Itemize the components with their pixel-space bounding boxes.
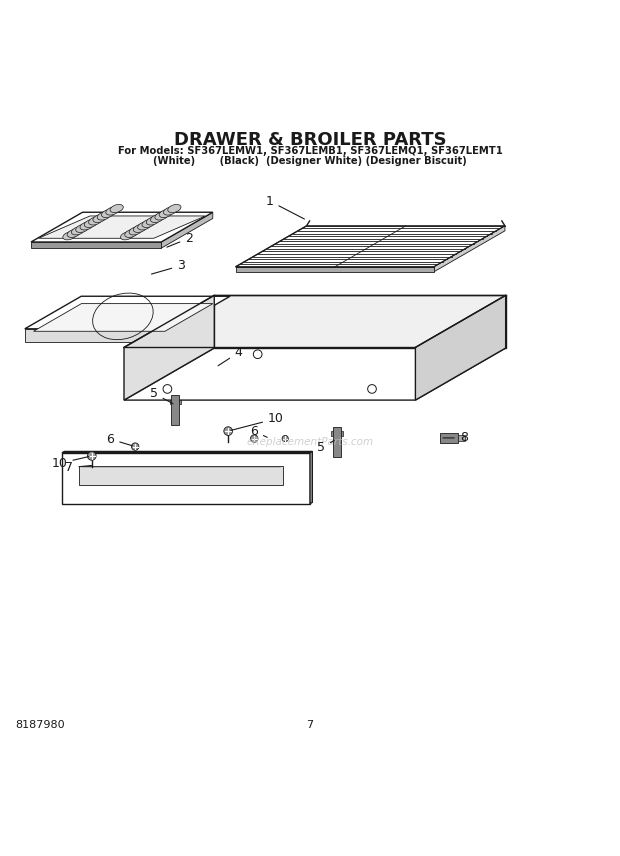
Ellipse shape	[155, 212, 168, 220]
Text: 10: 10	[51, 456, 89, 470]
Polygon shape	[62, 451, 312, 453]
Polygon shape	[25, 329, 174, 342]
Polygon shape	[124, 348, 506, 400]
Polygon shape	[38, 216, 205, 238]
Polygon shape	[25, 296, 230, 329]
Ellipse shape	[129, 227, 142, 235]
Polygon shape	[161, 212, 213, 248]
Polygon shape	[31, 212, 213, 242]
Polygon shape	[31, 242, 161, 248]
Ellipse shape	[63, 232, 76, 240]
Polygon shape	[215, 295, 506, 348]
Ellipse shape	[89, 217, 102, 225]
Polygon shape	[236, 267, 434, 271]
Text: 6: 6	[107, 432, 133, 446]
Ellipse shape	[125, 229, 138, 237]
Polygon shape	[124, 295, 215, 400]
Circle shape	[131, 443, 139, 450]
Text: 10: 10	[231, 413, 284, 431]
Circle shape	[368, 384, 376, 393]
Circle shape	[254, 350, 262, 359]
Ellipse shape	[93, 214, 106, 223]
Text: 2: 2	[167, 232, 193, 247]
Ellipse shape	[168, 205, 181, 212]
Polygon shape	[341, 431, 342, 436]
Circle shape	[163, 384, 172, 393]
Polygon shape	[171, 395, 180, 425]
Ellipse shape	[110, 205, 123, 212]
Polygon shape	[79, 466, 283, 484]
Ellipse shape	[164, 207, 177, 215]
Circle shape	[282, 436, 288, 442]
Text: (White)       (Black)  (Designer White) (Designer Biscuit): (White) (Black) (Designer White) (Design…	[153, 157, 467, 166]
Polygon shape	[434, 226, 505, 271]
Text: For Models: SF367LEMW1, SF367LEMB1, SF367LEMQ1, SF367LEMT1: For Models: SF367LEMW1, SF367LEMB1, SF36…	[118, 146, 502, 157]
Polygon shape	[62, 453, 310, 503]
Polygon shape	[169, 400, 171, 404]
Polygon shape	[310, 451, 312, 503]
Text: 6: 6	[250, 425, 267, 437]
Polygon shape	[180, 400, 181, 404]
Ellipse shape	[102, 210, 115, 217]
Ellipse shape	[151, 214, 164, 223]
Ellipse shape	[133, 224, 146, 233]
Ellipse shape	[120, 232, 134, 240]
Text: 3: 3	[151, 259, 185, 274]
Circle shape	[87, 452, 96, 461]
Polygon shape	[174, 296, 230, 342]
Polygon shape	[236, 226, 505, 267]
Ellipse shape	[142, 219, 155, 228]
Circle shape	[250, 435, 258, 443]
Polygon shape	[458, 435, 465, 441]
Polygon shape	[331, 431, 333, 436]
Text: 8187980: 8187980	[16, 720, 65, 730]
Text: DRAWER & BROILER PARTS: DRAWER & BROILER PARTS	[174, 131, 446, 149]
Ellipse shape	[76, 224, 89, 233]
Text: 5: 5	[317, 441, 334, 455]
Polygon shape	[440, 433, 458, 443]
Ellipse shape	[67, 229, 81, 237]
Ellipse shape	[80, 222, 93, 230]
Ellipse shape	[84, 219, 97, 228]
Text: eReplacementParts.com: eReplacementParts.com	[246, 437, 374, 447]
Text: 1: 1	[266, 194, 304, 219]
Polygon shape	[333, 427, 341, 456]
Text: 4: 4	[218, 346, 242, 366]
Ellipse shape	[97, 212, 110, 220]
Text: 5: 5	[150, 387, 173, 404]
Ellipse shape	[159, 210, 172, 217]
Ellipse shape	[71, 227, 84, 235]
Text: 7: 7	[306, 720, 314, 730]
Polygon shape	[415, 295, 506, 400]
Polygon shape	[33, 304, 213, 331]
Text: 8: 8	[443, 431, 467, 444]
Ellipse shape	[146, 217, 159, 225]
Ellipse shape	[138, 222, 151, 230]
Text: 7: 7	[66, 461, 92, 474]
Circle shape	[224, 427, 232, 436]
Ellipse shape	[106, 207, 119, 215]
